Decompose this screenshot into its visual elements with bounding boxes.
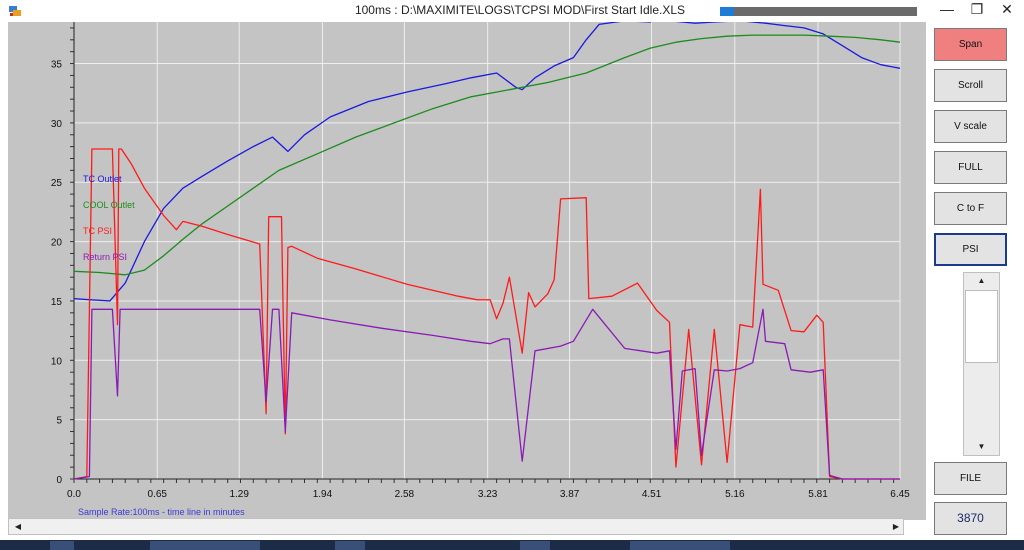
file-button[interactable]: FILE: [934, 462, 1007, 495]
scroll-left-icon[interactable]: ◀: [14, 522, 22, 531]
sample-rate-caption: Sample Rate:100ms - time line in minutes: [78, 507, 245, 517]
load-progress-fill: [720, 7, 734, 16]
restore-icon[interactable]: ❐: [970, 1, 984, 17]
scroll-up-icon[interactable]: ▲: [977, 276, 986, 285]
x-tick-label: 3.23: [478, 489, 498, 500]
taskbar-item[interactable]: [150, 541, 260, 550]
minimize-icon[interactable]: —: [940, 1, 954, 17]
plot-area[interactable]: 0.0 0.65 1.29 1.94 2.58 3.23 3.87 4.51 5.16 5.81 6…: [8, 22, 926, 520]
x-tick-label: 2.58: [395, 489, 415, 500]
scroll-right-icon[interactable]: ▶: [892, 522, 900, 531]
y-tick-label: 5: [56, 416, 62, 427]
x-tick-label: 0.65: [148, 489, 168, 500]
series-line-return-psi: [73, 308, 900, 480]
y-tick-label: 25: [51, 178, 63, 189]
x-tick-label: 3.87: [560, 489, 580, 500]
x-tick-label: 5.16: [725, 489, 745, 500]
taskbar: [0, 540, 1024, 550]
load-progress-bar: [720, 7, 917, 16]
vertical-scrollbar[interactable]: ▲ ▼: [963, 272, 1000, 456]
x-tick-label: 6.45: [890, 489, 910, 500]
scroll-down-icon[interactable]: ▼: [977, 442, 986, 451]
x-tick-label: 0.0: [67, 489, 81, 500]
x-tick-label: 1.29: [229, 489, 249, 500]
control-panel: Span Scroll V scale FULL C to F PSI ▲ ▼ …: [926, 22, 1024, 542]
series-line-tc-outlet: [73, 22, 901, 302]
close-icon[interactable]: ✕: [1001, 1, 1013, 17]
y-tick-label: 15: [51, 297, 63, 308]
vscale-button[interactable]: V scale: [934, 110, 1007, 143]
line-chart: 0.0 0.65 1.29 1.94 2.58 3.23 3.87 4.51 5.16 5.81 6…: [51, 22, 910, 517]
y-tick-label: 10: [51, 356, 63, 367]
vertical-scroll-thumb[interactable]: [965, 290, 998, 363]
legend-entry: Return PSI: [83, 252, 127, 262]
series-line-cool-outlet: [73, 34, 901, 276]
taskbar-item[interactable]: [520, 541, 550, 550]
taskbar-item[interactable]: [630, 541, 730, 550]
psi-button[interactable]: PSI: [934, 233, 1007, 266]
span-button[interactable]: Span: [934, 28, 1007, 61]
series-line-tc-psi: [73, 148, 900, 480]
app-icon: [9, 6, 21, 16]
sample-counter: 3870: [934, 502, 1007, 535]
legend-entry: COOL Outlet: [83, 200, 135, 210]
legend-entry: TC Outlet: [83, 174, 122, 184]
y-tick-label: 35: [51, 60, 63, 71]
c-to-f-button[interactable]: C to F: [934, 192, 1007, 225]
x-tick-label: 4.51: [642, 489, 662, 500]
title-bar[interactable]: 100ms : D:\MAXIMITE\LOGS\TCPSI MOD\First…: [0, 0, 1024, 22]
window-title: 100ms : D:\MAXIMITE\LOGS\TCPSI MOD\First…: [354, 3, 686, 17]
x-tick-label: 1.94: [313, 489, 333, 500]
taskbar-item[interactable]: [335, 541, 365, 550]
full-button[interactable]: FULL: [934, 151, 1007, 184]
legend-entry: TC PSI: [83, 226, 112, 236]
y-tick-label: 0: [56, 475, 62, 486]
y-tick-label: 30: [51, 119, 63, 130]
x-tick-label: 5.81: [808, 489, 828, 500]
scroll-button[interactable]: Scroll: [934, 69, 1007, 102]
horizontal-scrollbar[interactable]: ◀ ▶: [8, 518, 904, 535]
y-tick-label: 20: [51, 238, 63, 249]
taskbar-item[interactable]: [50, 541, 74, 550]
